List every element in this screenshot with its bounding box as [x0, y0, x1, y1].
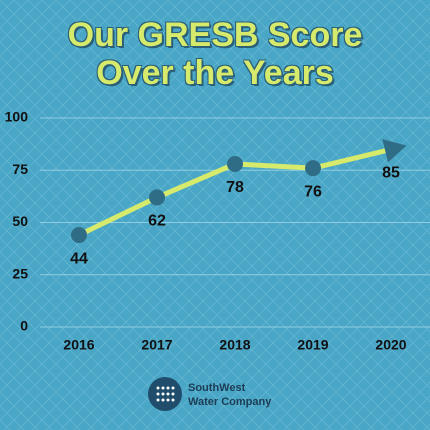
- data-label: 85: [382, 165, 400, 182]
- x-tick-label: 2016: [63, 337, 94, 353]
- logo-text: SouthWest: [188, 382, 246, 394]
- y-tick-label: 100: [5, 109, 29, 125]
- x-tick-label: 2019: [297, 337, 328, 353]
- y-tick-label: 50: [12, 213, 28, 229]
- point-marker: [149, 189, 165, 206]
- y-tick-label: 25: [12, 265, 28, 281]
- logo-text: Water Company: [188, 396, 272, 408]
- logo-icon: [148, 377, 182, 411]
- data-label: 62: [148, 213, 166, 230]
- logo-dots: [156, 386, 175, 402]
- data-label: 76: [304, 183, 322, 200]
- arrow-head: [382, 139, 407, 163]
- point-marker: [305, 160, 321, 177]
- point-marker: [71, 227, 87, 244]
- logo: SouthWest Water Company: [148, 377, 272, 411]
- chart-title: Our GRESB Score Over the Years: [67, 16, 363, 92]
- x-tick-label: 2020: [375, 337, 406, 353]
- data-label: 44: [70, 250, 88, 267]
- y-tick-label: 0: [20, 318, 28, 334]
- y-tick-label: 75: [12, 161, 28, 177]
- x-tick-label: 2018: [219, 337, 250, 353]
- point-marker: [227, 155, 243, 172]
- x-tick-label: 2017: [141, 337, 172, 353]
- data-label: 78: [226, 179, 244, 196]
